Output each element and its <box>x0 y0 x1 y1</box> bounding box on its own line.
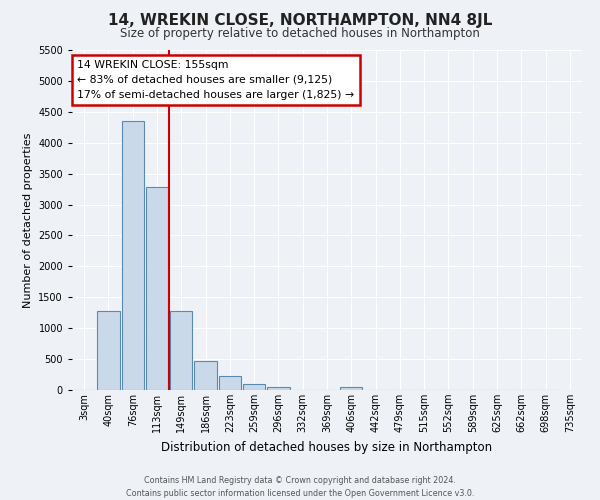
Bar <box>267 386 290 390</box>
Bar <box>170 312 193 390</box>
X-axis label: Distribution of detached houses by size in Northampton: Distribution of detached houses by size … <box>161 440 493 454</box>
Bar <box>218 376 241 390</box>
Bar <box>194 360 217 390</box>
Text: 14, WREKIN CLOSE, NORTHAMPTON, NN4 8JL: 14, WREKIN CLOSE, NORTHAMPTON, NN4 8JL <box>108 12 492 28</box>
Bar <box>146 186 168 390</box>
Bar <box>340 386 362 390</box>
Y-axis label: Number of detached properties: Number of detached properties <box>23 132 32 308</box>
Text: Contains HM Land Registry data © Crown copyright and database right 2024.
Contai: Contains HM Land Registry data © Crown c… <box>126 476 474 498</box>
Text: 14 WREKIN CLOSE: 155sqm
← 83% of detached houses are smaller (9,125)
17% of semi: 14 WREKIN CLOSE: 155sqm ← 83% of detache… <box>77 60 354 100</box>
Bar <box>122 121 144 390</box>
Bar <box>243 384 265 390</box>
Text: Size of property relative to detached houses in Northampton: Size of property relative to detached ho… <box>120 28 480 40</box>
Bar <box>97 312 119 390</box>
